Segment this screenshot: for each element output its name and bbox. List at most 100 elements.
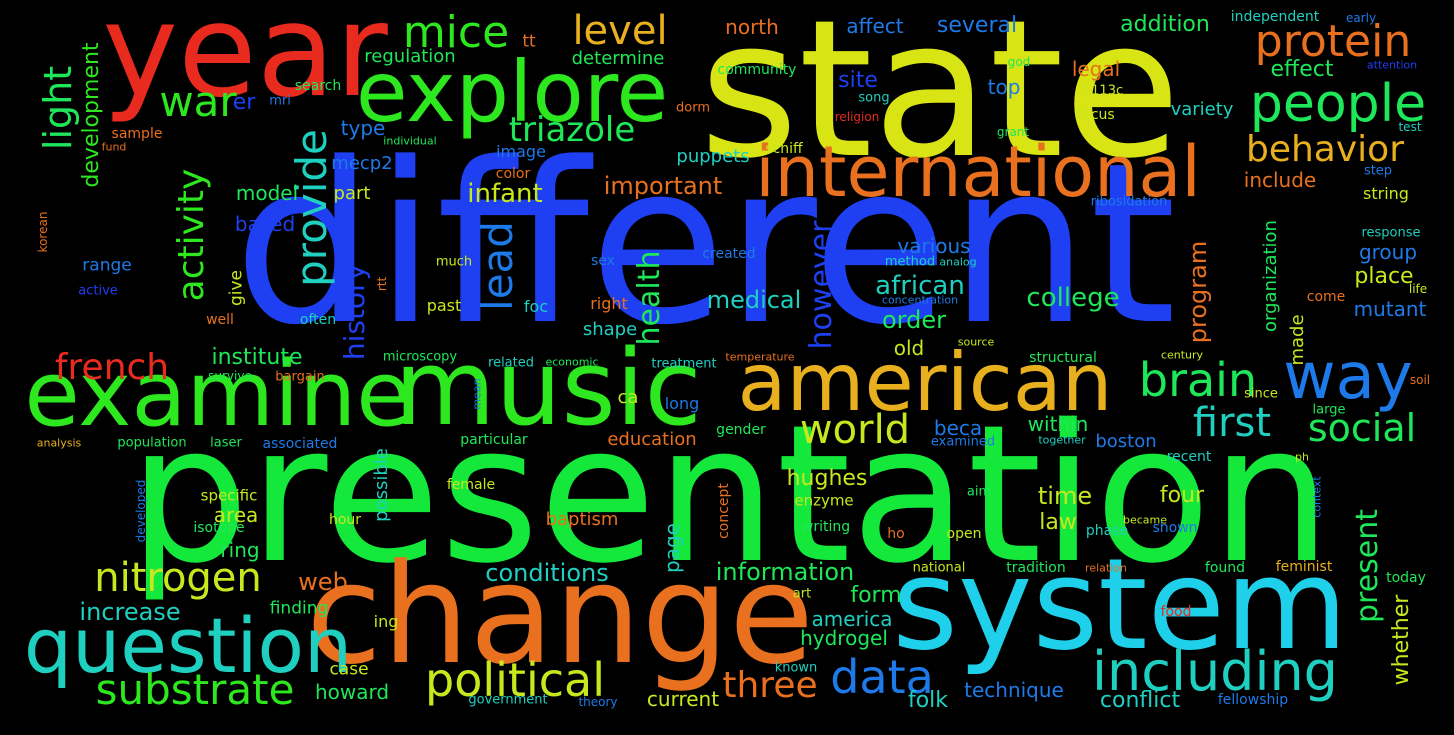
word-social: social [1307,406,1417,450]
word-bargain: bargain [275,369,325,385]
word-group: group [1358,240,1418,264]
word-test: test [1398,120,1422,134]
word-ing: ing [373,612,399,631]
word-focus: focus [1077,107,1115,123]
word-concentration: concentration [881,293,959,307]
word-conditions: conditions [485,559,609,587]
word-history: history [338,263,371,361]
word-howard: howard [314,680,390,704]
word-active: active [78,283,118,299]
word-mecp2: mecp2 [331,153,393,174]
word-survive: survive [208,369,252,383]
word-affect: affect [846,14,904,38]
word-analog: analog [939,255,977,269]
word-explore: explore [355,43,669,141]
word-early: early [1345,11,1377,25]
word-international: international [755,131,1201,213]
word-effect: effect [1270,57,1334,82]
word-structural: structural [1029,350,1097,366]
word-time: time [1037,482,1093,510]
word-mean: mean [470,378,484,410]
word-system: system [892,531,1348,678]
word-developed: developed [134,479,148,543]
word-writing: writing [801,519,851,535]
word-political: political [425,653,605,707]
word-step: step [1363,163,1393,179]
word-range: range [82,255,132,276]
word-specific: specific [200,486,258,505]
word-color: color [495,166,531,182]
word-examined: examined [930,434,996,450]
word-change: change [306,534,814,695]
word-african: african [875,271,965,301]
word-image: image [496,142,546,161]
word-site: site [838,68,878,93]
word-come: come [1306,289,1346,305]
word-ca: ca [617,387,639,408]
word-variety: variety [1170,99,1234,120]
word-community: community [717,62,797,78]
word-became: became [1122,513,1168,527]
word-hughes: hughes [786,466,868,491]
word-ring: ring [220,538,260,562]
word-however: however [804,220,839,350]
word-well: well [206,312,234,328]
word-theory: theory [578,695,618,709]
word-phase: phase [1085,523,1129,539]
word-related: related [488,355,534,371]
word-health: health [632,250,667,346]
word-schiff: schiff [765,141,803,157]
word-sex: sex [591,253,615,269]
word-infant: infant [467,179,543,209]
word-food: food [1160,604,1192,620]
word-light: light [36,65,80,151]
word-give: give [226,269,247,307]
word-folk: folk [907,688,949,713]
word-century: century [1160,348,1204,362]
word-baptism: baptism [545,509,619,530]
word-foc: foc [523,297,549,316]
word-college: college [1026,283,1120,313]
word-individual: individual [383,134,437,148]
word-several: several [936,13,1018,38]
word-american: american [737,336,1113,429]
word-case: case [329,659,369,680]
word-various: various [897,234,971,258]
word-activity: activity [171,168,212,302]
word-method: method [884,254,936,270]
word-known: known [774,660,818,676]
word-response: response [1361,225,1421,241]
word-including: including [1092,640,1338,703]
word-open: open [946,526,982,542]
word-past: past [426,296,462,315]
word-right: right [590,294,628,313]
word-three: three [722,665,818,706]
word-place: place [1354,264,1414,289]
word-created: created [702,246,756,262]
word-page: page [660,523,684,573]
word-context: context [1310,476,1324,518]
word-hour: hour [328,512,362,528]
word-medical: medical [706,286,802,314]
word-development: development [79,42,104,188]
word-female: female [446,477,496,493]
word-religion: religion [834,110,880,124]
word-regulation: regulation [364,46,456,67]
word-gender: gender [716,422,766,438]
word-ho: ho [887,526,905,542]
word-different: different [233,116,1177,374]
word-sample: sample [111,126,163,142]
word-government: government [468,692,548,708]
word-substrate: substrate [95,665,295,714]
word-since: since [1244,386,1278,402]
word-grant: grant [996,125,1030,139]
word-increase: increase [79,598,181,626]
word-presentation: presentation [128,384,1332,605]
word-god: god [1007,55,1031,69]
word-made: made [1287,314,1308,366]
word-addition: addition [1120,12,1210,37]
word-within: within [1027,412,1089,436]
word-order: order [882,306,946,334]
word-question: question [23,601,353,690]
word-part: part [333,183,371,204]
